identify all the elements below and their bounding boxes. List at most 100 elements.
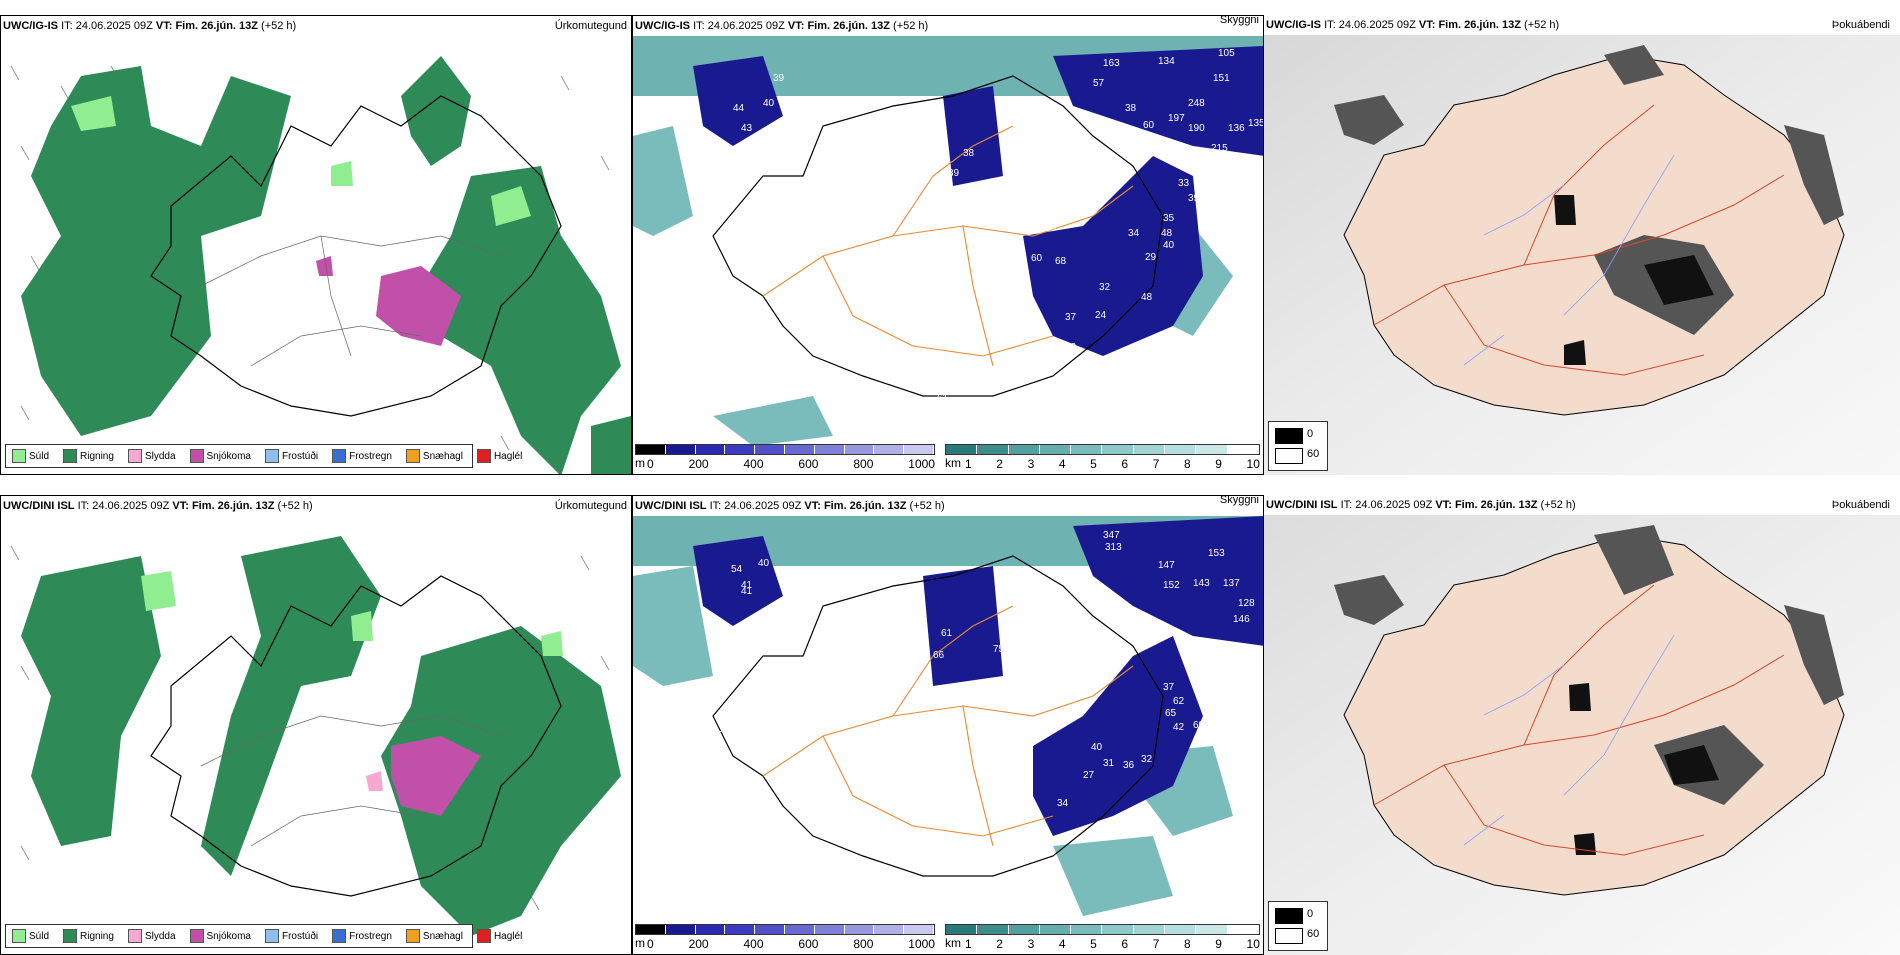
it-label: IT: (1340, 499, 1353, 511)
ceiling-cell (814, 925, 845, 934)
ceiling-cell (665, 445, 696, 454)
ceiling-cell (695, 445, 726, 454)
tick-label: 3 (1027, 937, 1035, 951)
ceiling-label: 65 (703, 248, 715, 259)
tick-label: 2 (996, 937, 1003, 951)
ceiling-label: 41 (791, 658, 803, 669)
tick-label: 4 (1058, 937, 1066, 951)
legend-swatch (127, 929, 142, 943)
rain-area (201, 536, 381, 876)
ceiling-label: 163 (1103, 58, 1120, 69)
low-cloud-area (693, 46, 1263, 356)
fog-legend-label: 0 (1307, 908, 1314, 920)
ceiling-cell (725, 925, 756, 934)
ceiling-label: 35 (803, 593, 815, 604)
tick-label: 10 (1246, 457, 1260, 471)
ceiling-cell (636, 925, 666, 934)
ceiling-label: 29 (788, 568, 800, 579)
model-name: UWC/IG-IS (3, 20, 58, 32)
ceiling-colorbar (635, 444, 935, 455)
vt-value: Fim. 26.jún. 13Z (807, 20, 890, 32)
legend-swatch (476, 449, 491, 463)
tick-label: 0 (647, 937, 654, 951)
ceiling-label: 40 (758, 558, 770, 569)
fog-legend-swatch (1275, 908, 1303, 924)
it-value: 24.06.2025 09Z (75, 20, 153, 32)
ceiling-label: 37 (1065, 312, 1077, 323)
ceiling-cell (725, 445, 756, 454)
ceiling-label: 38 (1125, 103, 1137, 114)
vis-cell (977, 445, 1009, 454)
visibility-scale: 1 2 3 4 5 6 7 8 9 10 km (945, 924, 1260, 951)
ceiling-label: 24 (1095, 310, 1107, 321)
model-name: UWC/IG-IS (1266, 19, 1321, 31)
legend-swatch (264, 929, 279, 943)
legend-swatch (405, 449, 420, 463)
ceiling-scale: 0 200 400 600 800 1000 m (635, 924, 935, 951)
legend-item: Snæhagl (405, 449, 463, 463)
vis-cell (1196, 925, 1228, 934)
roads (200, 715, 502, 847)
vt-label: VT: (155, 20, 173, 32)
vt-value: Fim. 26.jún. 13Z (191, 500, 275, 512)
tick-label: 0 (647, 457, 654, 471)
fog-map (1264, 515, 1900, 955)
ceiling-unit: m (635, 456, 645, 470)
model-name: UWC/DINI ISL (3, 500, 75, 512)
roads (762, 605, 1134, 847)
ceiling-labels: 39 44 40 29 43 35 38 39 57 163 134 105 1… (703, 48, 1263, 404)
legend-item: Snjókoma (189, 929, 251, 943)
ceiling-label: 61 (941, 628, 953, 639)
ceiling-cell (814, 445, 845, 454)
panel-header: UWC/IG-IS IT: 24.06.2025 09Z VT: Fim. 26… (1, 16, 631, 36)
tick-label: 200 (688, 937, 709, 951)
ceiling-ticks: 0 200 400 600 800 1000 (635, 937, 935, 951)
vis-cell (1071, 445, 1103, 454)
ceiling-label: 40 (763, 98, 775, 109)
ceiling-unit: m (635, 936, 645, 950)
vis-cell (977, 925, 1009, 934)
coastline (150, 575, 562, 897)
mountain-shade (1334, 525, 1844, 805)
panel-header: UWC/DINI ISL IT: 24.06.2025 09Z VT: Fim.… (633, 496, 1263, 516)
visibility-panel-bottom: UWC/DINI ISL IT: 24.06.2025 09Z VT: Fim.… (632, 495, 1264, 955)
fog-legend-swatch (1275, 448, 1303, 464)
legend-item: Slydda (127, 449, 176, 463)
tick-label: 1000 (908, 457, 935, 471)
ceiling-label: 40 (1091, 742, 1103, 753)
ceiling-label: 136 (1228, 123, 1245, 134)
legend-swatch (332, 929, 347, 943)
vt-label: VT: (804, 500, 821, 512)
ceiling-label: 137 (1223, 578, 1240, 589)
fog-legend-label: 60 (1307, 928, 1320, 940)
tick-label: 6 (1121, 937, 1129, 951)
legend-item: Snæhagl (405, 929, 463, 943)
legend-item: Frostregn (332, 929, 392, 943)
ceiling-label: 57 (1093, 78, 1105, 89)
tick-label: 3 (1027, 457, 1035, 471)
vis-cell (1102, 445, 1134, 454)
ceiling-label: 68 (1055, 256, 1067, 267)
ceiling-label: 37 (1163, 682, 1175, 693)
tick-label: 800 (853, 937, 874, 951)
tick-label: 8 (1183, 457, 1191, 471)
ceiling-label: 56 (1045, 223, 1057, 234)
tick-label: 1 (965, 457, 972, 471)
ceiling-label: 48 (1161, 228, 1173, 239)
rivers (1463, 154, 1675, 366)
ceiling-label: 33 (1178, 178, 1190, 189)
ceiling-label: 38 (963, 148, 975, 159)
legend-swatch (264, 449, 279, 463)
land-area (1343, 534, 1845, 896)
coastline (712, 555, 1164, 877)
fog-map (1264, 35, 1900, 475)
ceiling-label: 134 (1158, 56, 1175, 67)
ceiling-label: 42 (1173, 722, 1185, 733)
lead-time: (+52 h) (1540, 499, 1576, 511)
lead-time: (+52 h) (1524, 19, 1560, 31)
ceiling-label: 70 (895, 243, 907, 254)
tick-label: 9 (1215, 457, 1222, 471)
vt-label: VT: (787, 20, 805, 32)
vt-value: Fim. 26.jún. 13Z (1454, 499, 1538, 511)
ceiling-label: 60 (1143, 120, 1155, 131)
